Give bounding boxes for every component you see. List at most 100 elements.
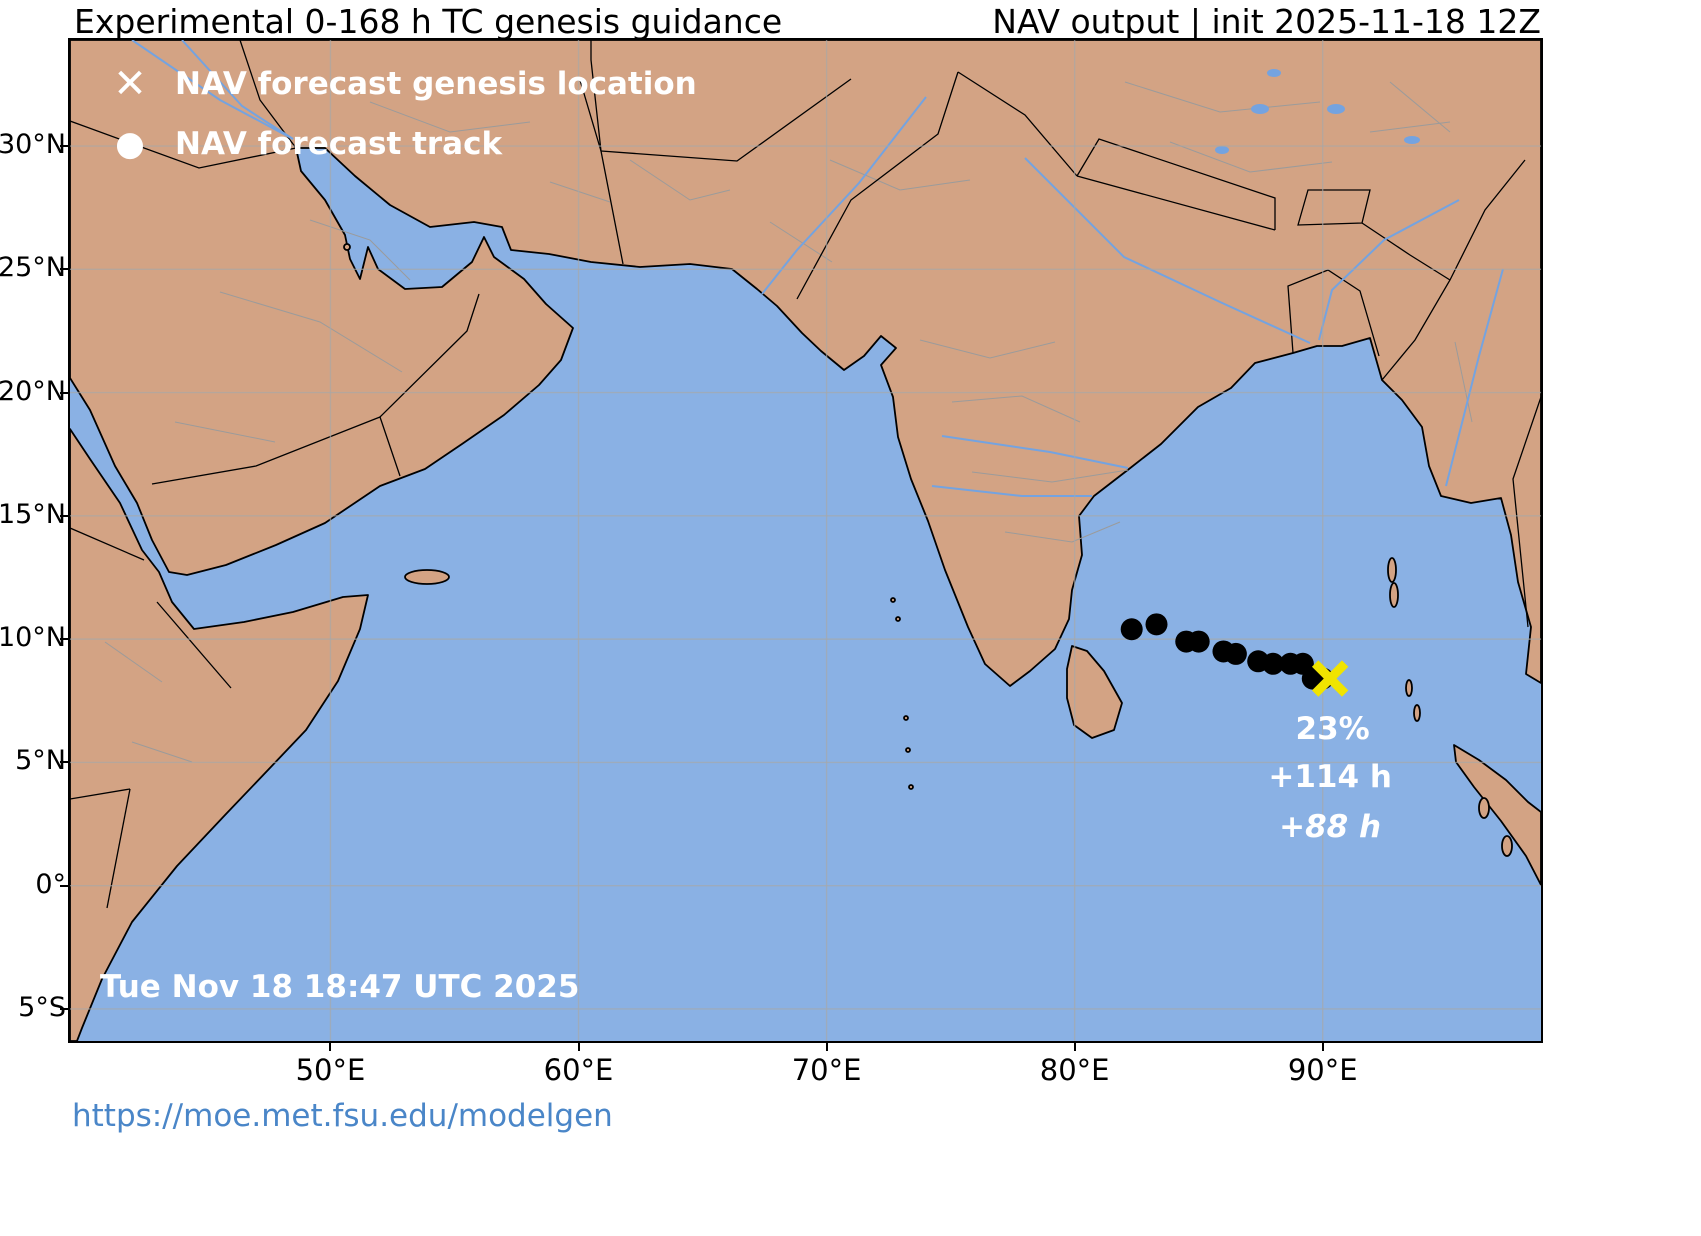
legend-genesis-row: ✕ NAV forecast genesis location [105, 62, 697, 106]
lon-tick-label: 90°E [1287, 1053, 1358, 1087]
track-point [1262, 652, 1285, 675]
river-irrawaddy [1445, 268, 1504, 487]
border-bhutan [1297, 189, 1371, 226]
border-ethiopia-somalia [156, 601, 232, 689]
river-euphrates [131, 40, 294, 140]
lon-tick-mark [1073, 1043, 1076, 1051]
genesis-x-icon: ✕ [113, 61, 147, 107]
track-point [1187, 630, 1210, 653]
island-nias [1478, 797, 1490, 819]
country-border-layer [70, 40, 1541, 909]
river-krishna [931, 485, 1092, 497]
border-iraq-saudi [70, 120, 297, 169]
lake-tibet-4 [1404, 136, 1420, 144]
river-lake-layer [131, 40, 1504, 497]
map-canvas [70, 40, 1541, 1041]
forecast-track-layer [1120, 613, 1349, 697]
lon-tick-mark [1321, 1043, 1324, 1051]
lat-tick-label: 5°N [15, 745, 66, 777]
legend-track-row: ● NAV forecast track [105, 122, 697, 166]
island-nicobar-1 [1405, 679, 1413, 697]
border-india-china [957, 71, 1078, 177]
river-indus [761, 96, 927, 295]
lat-tick-label: 10°N [0, 622, 66, 654]
border-eritrea [70, 527, 145, 561]
border-arabia [151, 416, 401, 485]
lat-tick-label: 0° [35, 868, 66, 900]
lat-tick-mark [60, 268, 68, 271]
island-mentawai [1501, 835, 1513, 857]
border-india-pakistan [796, 71, 959, 300]
landmass-asia [70, 40, 1541, 687]
lon-tick-mark [577, 1043, 580, 1051]
island-maldives-2 [905, 747, 911, 753]
lat-tick-label: 30°N [0, 129, 66, 161]
border-iran-afghanistan [579, 79, 602, 152]
landmass-africa [70, 428, 369, 1041]
lat-tick-label: 15°N [0, 498, 66, 530]
border-nepal-south [1076, 175, 1276, 231]
lat-tick-mark [60, 638, 68, 641]
lake-tibet-5 [1215, 146, 1229, 154]
lake-tibet-2 [1327, 104, 1345, 114]
island-lakshadweep-2 [890, 597, 896, 603]
track-point [1224, 642, 1247, 665]
island-nicobar-2 [1413, 704, 1421, 722]
lat-tick-mark [60, 145, 68, 148]
genesis-x-marker [1311, 660, 1349, 697]
genesis-annotation: +114 h [1268, 759, 1392, 796]
island-sri-lanka [1066, 645, 1123, 739]
border-afghanistan-pakistan [600, 78, 852, 162]
border-myanmar-thailand [1512, 396, 1541, 628]
river-tigris [181, 40, 294, 140]
border-bangladesh [1287, 269, 1380, 357]
land-layer [70, 40, 1541, 1041]
island-bahrain [343, 243, 351, 251]
legend-track-label: NAV forecast track [175, 126, 503, 162]
lat-tick-label: 20°N [0, 375, 66, 407]
map-area: ✕ NAV forecast genesis location ● NAV fo… [68, 38, 1543, 1043]
river-godavari [941, 435, 1129, 469]
river-brahmaputra [1318, 199, 1460, 341]
border-kenya-somalia [106, 788, 131, 909]
island-socotra [404, 569, 450, 585]
valid-timestamp: Tue Nov 18 18:47 UTC 2025 [100, 969, 580, 1005]
legend-genesis-label: NAV forecast genesis location [175, 66, 697, 102]
lon-tick-label: 70°E [791, 1053, 862, 1087]
lat-tick-label: 5°S [18, 991, 66, 1023]
lat-tick-mark [60, 884, 68, 887]
track-point [1145, 613, 1168, 636]
track-dot-icon: ● [115, 124, 145, 164]
lon-tick-label: 50°E [295, 1053, 366, 1087]
model-init-info: NAV output | init 2025-11-18 12Z [992, 2, 1541, 41]
border-saudi-oman [379, 293, 480, 418]
lat-tick-mark [60, 514, 68, 517]
lon-tick-mark [825, 1043, 828, 1051]
lat-tick-mark [60, 391, 68, 394]
border-nepal-north [1076, 138, 1276, 230]
lat-tick-label: 25°N [0, 252, 66, 284]
page-title: Experimental 0-168 h TC genesis guidance [74, 2, 783, 41]
border-ethiopia-kenya [70, 788, 131, 800]
lake-tibet-1 [1251, 104, 1269, 114]
lon-tick-label: 60°E [543, 1053, 614, 1087]
island-lakshadweep-1 [895, 616, 901, 622]
source-link[interactable]: https://moe.met.fsu.edu/modelgen [72, 1098, 613, 1134]
island-andaman-1 [1387, 557, 1397, 583]
track-point [1120, 618, 1143, 641]
island-maldives-1 [908, 784, 914, 790]
border-iran-pakistan [590, 40, 624, 265]
legend: ✕ NAV forecast genesis location ● NAV fo… [105, 62, 697, 166]
lat-tick-mark [60, 761, 68, 764]
lat-tick-mark [60, 1007, 68, 1010]
lake-tibet-3 [1267, 69, 1281, 77]
genesis-annotation: +88 h [1279, 808, 1382, 845]
island-maldives-3 [903, 715, 909, 721]
island-sumatra [1453, 744, 1541, 886]
border-china-arunachal [1361, 222, 1451, 281]
lon-tick-label: 80°E [1039, 1053, 1110, 1087]
graticule-layer [70, 40, 1541, 1041]
lon-tick-mark [329, 1043, 332, 1051]
genesis-annotation: 23% [1295, 711, 1370, 748]
